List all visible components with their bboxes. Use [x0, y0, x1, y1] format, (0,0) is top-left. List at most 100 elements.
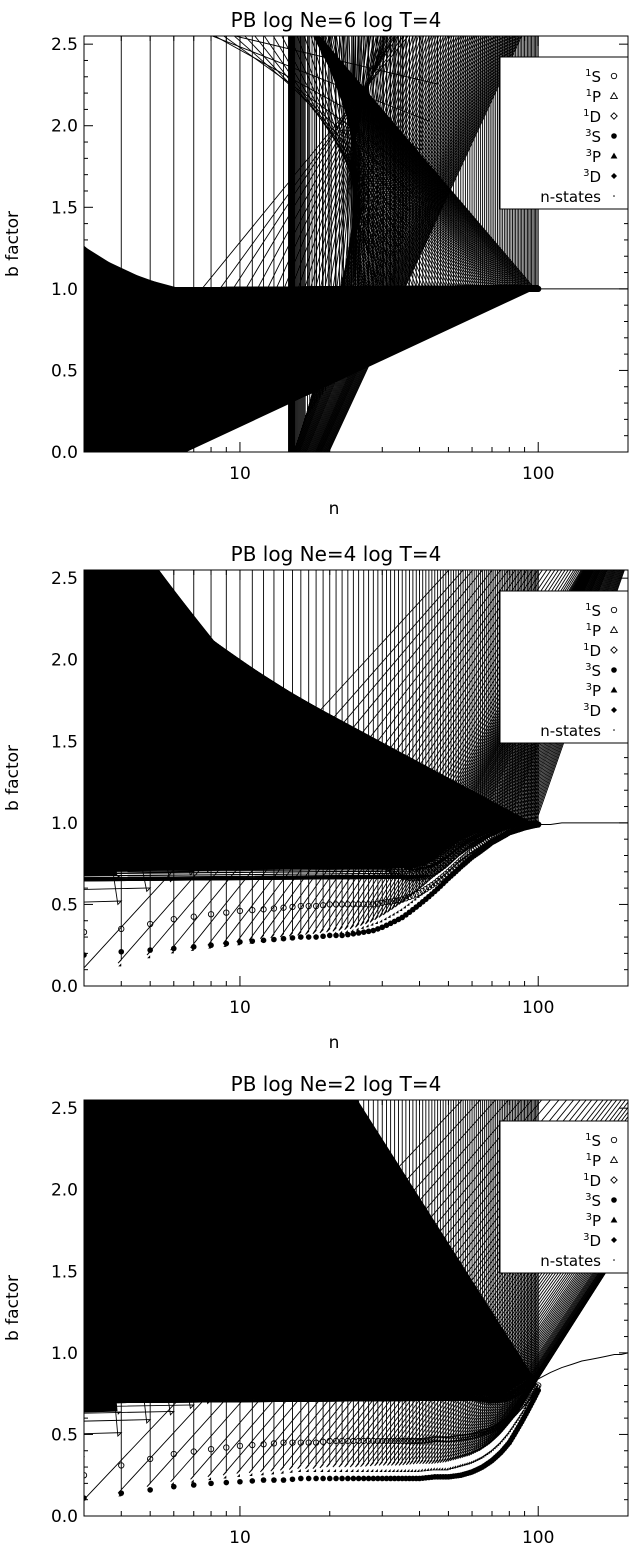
legend-term: D [589, 1232, 601, 1250]
point-3d [528, 1395, 532, 1399]
point-3s [237, 939, 243, 945]
point-1d [472, 570, 596, 847]
point-3d [434, 879, 438, 883]
point-3d [379, 919, 383, 923]
point-3d [147, 1486, 151, 1490]
point-1d [279, 1100, 581, 1471]
point-3d [496, 1442, 500, 1446]
point-1d [520, 570, 617, 827]
point-3d [416, 894, 420, 898]
legend-label: 1D [583, 108, 601, 126]
point-3d [473, 1458, 477, 1462]
point-3s [118, 1490, 125, 1496]
point-1d [495, 1100, 628, 1439]
point-3d [494, 287, 498, 291]
point-3d [147, 421, 151, 425]
point-1d [442, 570, 590, 870]
x-tick-label: 10 [229, 1528, 251, 1548]
legend-item: 1D [583, 642, 618, 660]
point-3d [402, 1468, 406, 1472]
point-3d [190, 947, 194, 951]
point-1d [436, 570, 590, 875]
point-3d [462, 290, 466, 294]
legend-box [499, 1120, 629, 1274]
legend-marker-circle-open [610, 606, 618, 614]
point-1d [170, 1100, 510, 1483]
point-3d [507, 1429, 511, 1433]
y-tick-label: 0.0 [51, 977, 78, 997]
point-1d [260, 1100, 568, 1473]
point-1d [355, 1100, 628, 1468]
point-1d [447, 570, 591, 866]
point-3d [391, 321, 395, 325]
legend-label: 1P [586, 88, 601, 106]
point-1d [457, 570, 592, 858]
legend-marker-circle-filled [611, 133, 617, 139]
point-1d [492, 570, 603, 837]
point-3d [84, 921, 85, 925]
series-n-states-line [538, 822, 628, 825]
legend-marker-diamond-filled [611, 1237, 617, 1243]
point-3d [506, 1431, 510, 1435]
point-3d [442, 872, 446, 876]
point-3d [475, 846, 479, 850]
x-tick-label: 100 [522, 1528, 554, 1548]
point-3d [489, 1449, 493, 1453]
point-3d [280, 1470, 284, 1474]
legend-item: 3S [585, 662, 617, 680]
point-3d [481, 288, 485, 292]
point-3d [527, 1398, 531, 1402]
point-1d [412, 1100, 628, 1465]
point-3d [344, 929, 348, 933]
point-3d [497, 832, 501, 836]
legend-term: S [591, 128, 601, 146]
legend-label: 1S [585, 1132, 601, 1150]
legend-sup: 3 [585, 128, 591, 139]
point-1d [349, 570, 575, 930]
point-3d [208, 1477, 212, 1481]
point-1d [398, 1100, 628, 1466]
point-1d [425, 570, 589, 884]
chart-title: PB log Ne=4 log T=4 [231, 542, 442, 566]
point-3d [497, 287, 501, 291]
point-3d [326, 932, 330, 936]
legend-term: S [591, 1192, 601, 1210]
point-1p [84, 570, 427, 881]
point-3d [419, 302, 423, 306]
point-3d [84, 1493, 85, 1497]
point-3d [466, 1461, 470, 1465]
legend-label: 1P [586, 1152, 601, 1170]
legend-item: 1P [586, 88, 619, 106]
legend-term: P [592, 682, 601, 700]
y-tick-label: 0.5 [51, 1425, 78, 1445]
point-3d [365, 1468, 369, 1472]
point-3d [297, 387, 301, 391]
point-3d [365, 343, 369, 347]
point-1d [495, 570, 604, 835]
chart-title: PB log Ne=6 log T=4 [231, 8, 442, 32]
point-1d [260, 570, 528, 940]
point-3d [374, 335, 378, 339]
legend-marker-dot [613, 729, 615, 731]
point-3d [344, 1468, 348, 1472]
point-1p [84, 1100, 123, 1438]
legend-marker-triangle-filled [610, 686, 618, 693]
legend-term: P [592, 1152, 601, 1170]
x-axis-label: n [329, 1563, 340, 1566]
point-3s [190, 944, 197, 950]
point-1d [474, 1100, 628, 1454]
point-3d [360, 347, 364, 351]
point-1d [493, 570, 603, 836]
point-3d [466, 852, 470, 856]
legend-marker-diamond-open [610, 112, 618, 120]
point-3d [520, 1410, 524, 1414]
point-3d [270, 1471, 274, 1475]
point-3d [475, 288, 479, 292]
point-1d [270, 570, 534, 939]
legend-item: 1P [586, 622, 619, 640]
legend-term: D [589, 108, 601, 126]
point-1d [512, 570, 612, 829]
point-1d [270, 1100, 575, 1472]
legend-item: 1S [585, 1132, 618, 1150]
point-3d [462, 855, 466, 859]
